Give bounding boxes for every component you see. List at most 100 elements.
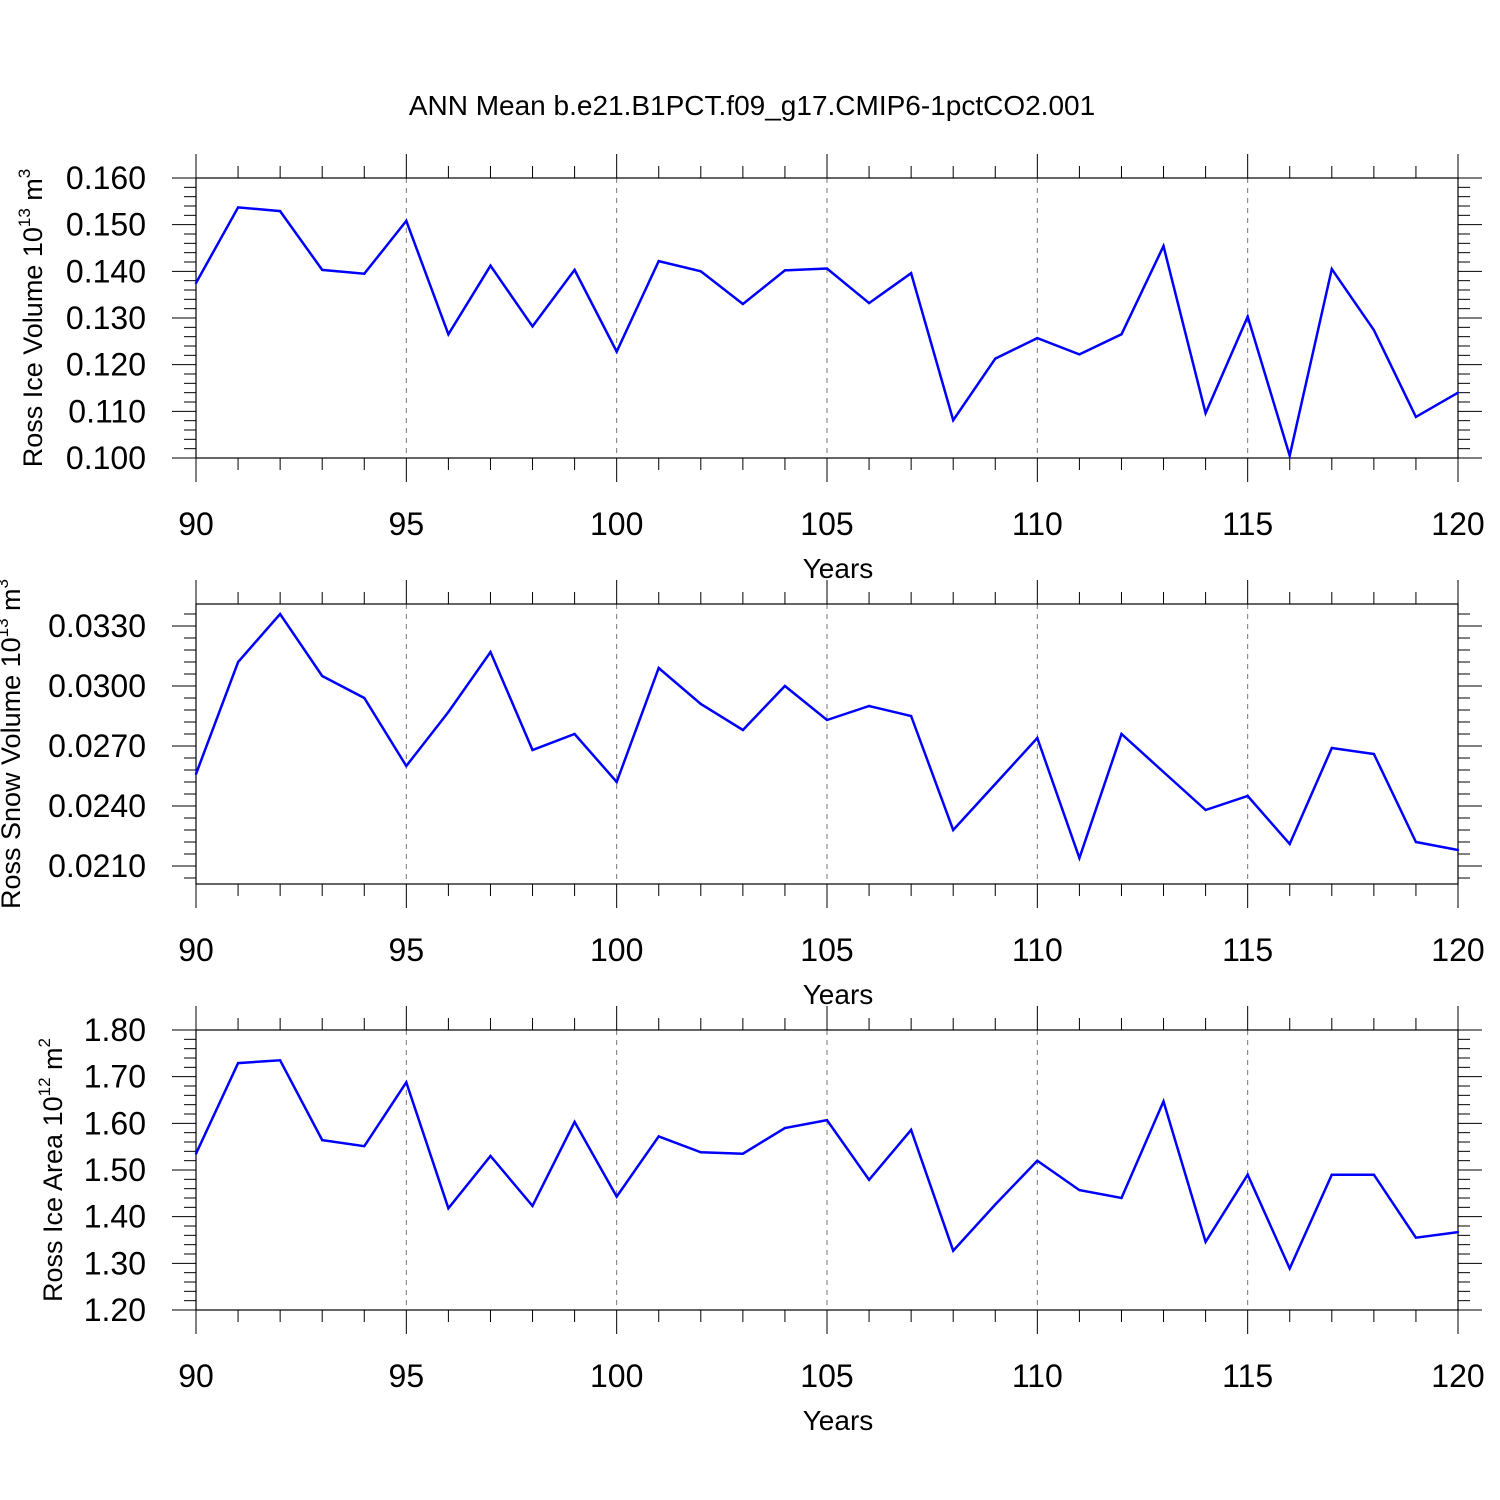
figure-title: ANN Mean b.e21.B1PCT.f09_g17.CMIP6-1pctC…: [409, 90, 1095, 121]
y-tick-label: 0.140: [66, 253, 146, 289]
y-axis-label: Ross Snow Volume 1013 m3: [0, 579, 26, 909]
data-point: [1120, 732, 1123, 736]
data-point: [531, 748, 534, 752]
data-point: [1372, 1173, 1376, 1176]
x-tick-label: 110: [1012, 932, 1063, 968]
data-point: [236, 206, 240, 209]
y-tick-label: 0.160: [66, 160, 146, 196]
x-axis-label: Years: [803, 1405, 874, 1436]
data-point: [1414, 415, 1418, 419]
data-point: [1162, 244, 1165, 248]
data-point: [447, 333, 450, 336]
data-point: [1204, 1240, 1207, 1244]
y-tick-label: 0.0210: [48, 848, 146, 884]
x-tick-label: 115: [1222, 506, 1273, 542]
data-point: [699, 702, 702, 706]
data-point: [741, 728, 745, 732]
chart-panel-2: 90 95 100 105 110 115 120 Years 0.0210 0.0240 0.02…: [0, 579, 1485, 1010]
x-tick-label: 110: [1012, 1358, 1063, 1394]
data-point: [1120, 1196, 1123, 1200]
data-point: [447, 1207, 450, 1210]
data-point: [1078, 353, 1081, 356]
data-point: [825, 267, 829, 270]
y-tick-label: 1.80: [84, 1012, 146, 1048]
y-axis-label: Ross Ice Area 1012 m2: [35, 1038, 68, 1302]
x-tick-label: 90: [178, 1358, 214, 1394]
x-tick-label: 95: [389, 506, 425, 542]
x-tick-label: 115: [1222, 1358, 1273, 1394]
data-point: [1414, 840, 1418, 844]
data-point: [783, 269, 787, 272]
data-point: [615, 350, 618, 353]
data-point: [1330, 746, 1334, 750]
y-axis-label: Ross Ice Volume 1013 m3: [15, 169, 48, 468]
x-tick-label: 105: [800, 932, 853, 968]
data-point: [278, 209, 282, 213]
data-point: [615, 1195, 618, 1198]
data-point: [489, 650, 492, 654]
data-point: [321, 268, 324, 272]
data-point: [363, 1145, 366, 1148]
data-point: [952, 1249, 955, 1252]
data-point: [194, 281, 198, 285]
data-point: [1288, 1267, 1291, 1270]
data-point: [489, 1154, 492, 1158]
data-point: [952, 419, 955, 422]
data-point: [278, 612, 282, 616]
data-point: [1036, 1159, 1039, 1162]
data-point: [1456, 391, 1460, 394]
data-point: [1330, 267, 1334, 271]
y-tick-label: 1.30: [84, 1245, 146, 1281]
data-point: [531, 1204, 534, 1208]
data-point: [194, 1152, 198, 1155]
x-axis-label: Years: [803, 553, 874, 584]
data-point: [531, 325, 534, 328]
x-tick-label: 115: [1222, 932, 1273, 968]
y-tick-label: 0.0240: [48, 788, 146, 824]
data-point: [405, 1081, 408, 1084]
data-point: [1456, 848, 1460, 852]
data-point: [867, 1178, 871, 1182]
chart-panel-1: 90 95 100 105 110 115 120 Years 0.100 0.110 0.120 0…: [15, 154, 1485, 584]
x-tick-label: 90: [178, 506, 214, 542]
y-tick-label: 1.20: [84, 1292, 146, 1328]
x-tick-label: 105: [800, 506, 853, 542]
data-point: [783, 1126, 787, 1130]
data-point: [489, 264, 492, 267]
y-tick-label: 0.120: [66, 347, 146, 383]
y-tick-label: 1.70: [84, 1059, 146, 1095]
x-tick-label: 120: [1431, 932, 1484, 968]
y-tick-label: 0.110: [68, 393, 146, 429]
data-point: [1078, 1188, 1081, 1192]
y-tick-label: 1.40: [84, 1199, 146, 1235]
data-point: [1372, 328, 1376, 332]
data-point: [657, 259, 660, 263]
x-tick-label: 105: [800, 1358, 853, 1394]
y-tick-label: 0.0330: [48, 608, 146, 644]
data-point: [278, 1059, 282, 1062]
y-tick-label: 0.0270: [48, 728, 146, 764]
data-point: [194, 772, 198, 776]
data-point: [236, 660, 240, 664]
data-point: [447, 710, 450, 714]
x-tick-label: 120: [1431, 506, 1484, 542]
data-point: [1162, 770, 1165, 774]
y-tick-label: 0.130: [66, 300, 146, 336]
chart-panel-3: 90 95 100 105 110 115 120 Years 1.20 1.30 1.40 1.50…: [35, 1006, 1485, 1436]
data-point: [867, 704, 871, 708]
y-tick-label: 0.150: [66, 207, 146, 243]
data-point: [994, 357, 997, 360]
data-point: [321, 1138, 324, 1142]
data-point: [952, 828, 955, 832]
data-point: [1162, 1100, 1165, 1103]
data-point: [236, 1061, 240, 1065]
data-point: [363, 272, 366, 275]
y-tick-label: 1.60: [84, 1105, 146, 1141]
data-point: [657, 666, 660, 670]
data-point: [405, 764, 408, 768]
data-point: [994, 782, 997, 786]
data-point: [741, 1152, 745, 1155]
data-point: [994, 1203, 997, 1206]
data-point: [741, 302, 745, 306]
data-point: [1414, 1236, 1418, 1239]
